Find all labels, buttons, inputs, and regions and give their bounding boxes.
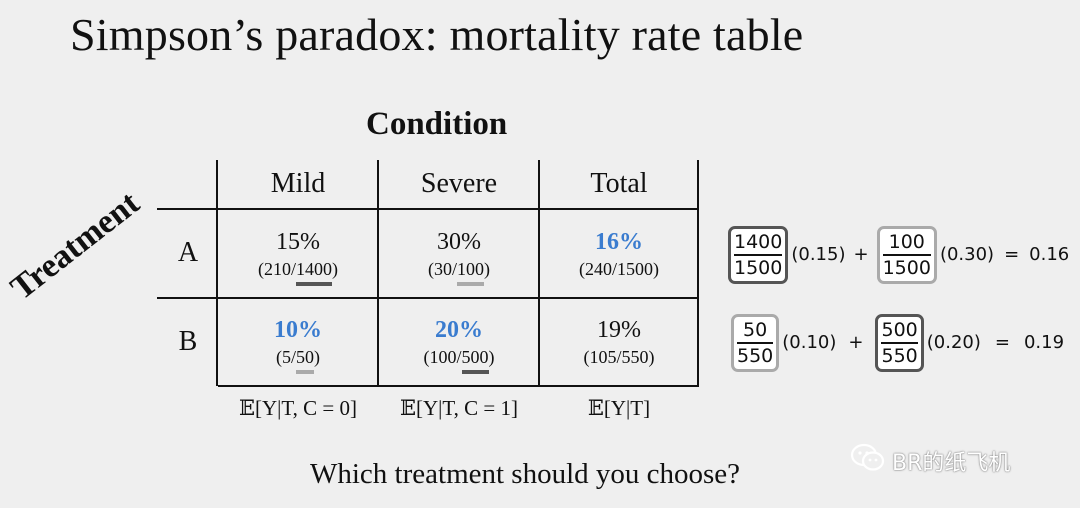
fraction-denominator: 1500 [882, 256, 931, 279]
count-prefix: (210/ [258, 259, 296, 279]
cell-percentage-highlighted: 10% [274, 317, 322, 343]
formula-result: 0.16 [1029, 244, 1070, 266]
fraction-numerator: 50 [743, 319, 768, 341]
row-label-a: A [177, 237, 199, 268]
slide-title: Simpson’s paradox: mortality rate table [70, 9, 804, 60]
table-line [697, 160, 699, 386]
count-prefix: (5/ [276, 347, 296, 367]
count-prefix: (30/ [428, 259, 457, 279]
table-cell: 15% (210/1400) [218, 228, 378, 286]
count-suffix: ) [332, 259, 338, 279]
equals-sign: = [1004, 244, 1020, 266]
cell-percentage: 15% [276, 229, 320, 255]
equals-sign: = [994, 332, 1010, 354]
rate-value: (0.15) [791, 244, 846, 266]
underlined-denominator: 50 [296, 344, 314, 374]
count-suffix: ) [484, 259, 490, 279]
column-header-severe: Severe [420, 168, 498, 199]
fraction-bar [737, 342, 774, 344]
underlined-denominator: 1400 [296, 256, 332, 286]
table-cell: 20% (100/500) [379, 316, 539, 374]
row-label-b: B [178, 326, 198, 357]
table-line [216, 160, 218, 386]
expectation-label-mild: 𝔼[Y|T, C = 0] [239, 396, 357, 420]
cell-count: (5/50) [218, 344, 378, 374]
watermark: BR的纸飞机 [850, 443, 1010, 479]
treatment-label: Treatment [4, 184, 147, 308]
fraction-numerator: 500 [881, 319, 918, 341]
cell-count: (105/550) [583, 347, 655, 367]
cell-percentage-highlighted: 16% [595, 229, 643, 255]
condition-label: Condition [366, 106, 508, 142]
fraction-bar [882, 254, 931, 256]
cell-count: (30/100) [379, 256, 539, 286]
rate-value: (0.30) [939, 244, 995, 266]
cell-percentage: 19% [597, 317, 641, 343]
expectation-label-total: 𝔼[Y|T] [587, 396, 651, 420]
fraction-bar [734, 254, 783, 256]
table-cell: 10% (5/50) [218, 316, 378, 374]
weight-fraction-box: 500 550 [875, 314, 924, 372]
fraction-denominator: 1500 [734, 256, 783, 279]
weight-fraction-box: 1400 1500 [728, 226, 789, 284]
table-line [157, 297, 699, 299]
table-line [157, 208, 699, 210]
cell-count: (240/1500) [579, 259, 659, 279]
fraction-denominator: 550 [881, 344, 918, 367]
weighted-average-formula-b: 50 550 (0.10) + 500 550 (0.20) = 0.19 [731, 314, 1064, 372]
table-line [218, 385, 699, 387]
formula-result: 0.19 [1023, 332, 1065, 354]
expectation-label-severe: 𝔼[Y|T, C = 1] [400, 396, 518, 420]
table-cell: 16% (240/1500) [539, 228, 699, 282]
column-header-total: Total [590, 168, 648, 199]
cell-count: (100/500) [379, 344, 539, 374]
watermark-text: BR的纸飞机 [892, 451, 1011, 476]
question-text: Which treatment should you choose? [310, 458, 741, 490]
weight-fraction-box: 50 550 [731, 314, 780, 372]
count-suffix: ) [314, 347, 320, 367]
cell-count: (210/1400) [218, 256, 378, 286]
table-line [538, 160, 540, 386]
wechat-icon [850, 443, 886, 479]
fraction-numerator: 1400 [734, 231, 783, 253]
table-line [377, 160, 379, 386]
cell-percentage: 30% [437, 229, 481, 255]
table-cell: 19% (105/550) [539, 316, 699, 370]
plus-sign: + [848, 332, 864, 354]
table-cell: 30% (30/100) [379, 228, 539, 286]
underlined-denominator: 100 [457, 256, 484, 286]
weighted-average-formula-a: 1400 1500 (0.15) + 100 1500 (0.30) = 0.1… [728, 226, 1069, 284]
weight-fraction-box: 100 1500 [876, 226, 937, 284]
column-header-mild: Mild [270, 168, 326, 199]
count-suffix: ) [488, 347, 495, 367]
rate-value: (0.20) [926, 332, 981, 354]
fraction-bar [881, 342, 918, 344]
fraction-denominator: 550 [737, 344, 774, 367]
underlined-denominator: 500 [461, 344, 489, 374]
cell-percentage-highlighted: 20% [435, 317, 483, 343]
plus-sign: + [853, 244, 869, 266]
count-prefix: (100/ [423, 347, 462, 367]
fraction-numerator: 100 [888, 231, 925, 253]
rate-value: (0.10) [782, 332, 837, 354]
